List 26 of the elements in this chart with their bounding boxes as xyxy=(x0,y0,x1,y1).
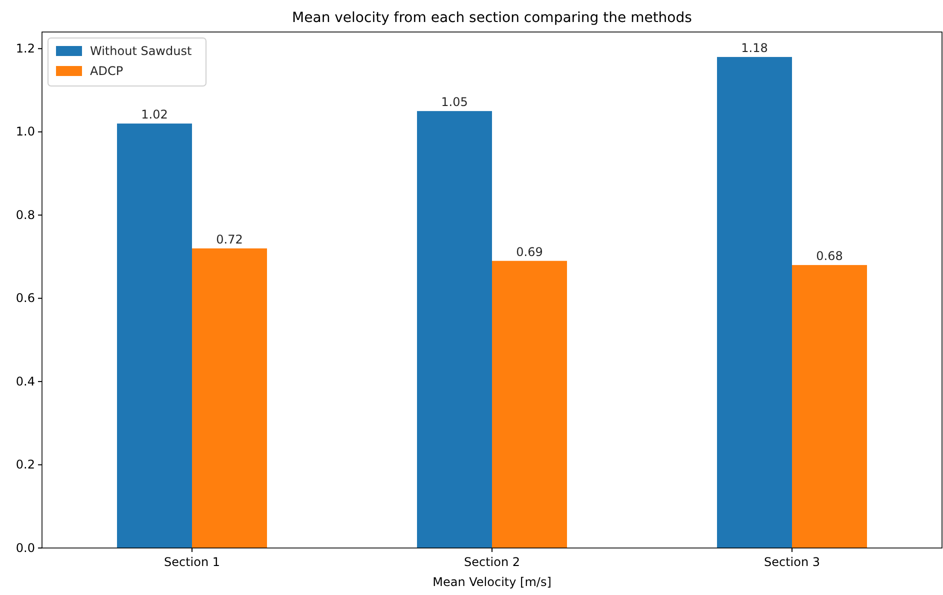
x-axis-title: Mean Velocity [m/s] xyxy=(432,575,552,589)
data-label: 0.69 xyxy=(516,244,543,259)
y-tick-label: 0.6 xyxy=(16,291,35,306)
data-label: 0.72 xyxy=(216,232,243,246)
data-label: 1.02 xyxy=(141,108,168,122)
bar xyxy=(117,124,192,548)
legend-label: ADCP xyxy=(90,64,124,78)
bar xyxy=(192,248,267,548)
x-tick-label: Section 3 xyxy=(764,555,820,569)
y-tick-label: 0.8 xyxy=(16,208,35,222)
bar xyxy=(492,260,567,548)
y-tick-label: 1.2 xyxy=(16,41,35,56)
data-label: 1.18 xyxy=(741,40,768,55)
chart-title: Mean velocity from each section comparing the methods xyxy=(292,10,692,26)
y-tick-label: 0.0 xyxy=(16,540,35,555)
bar xyxy=(792,265,867,548)
y-tick-label: 0.2 xyxy=(16,458,35,472)
data-label: 0.68 xyxy=(816,249,843,264)
y-tick-label: 1.0 xyxy=(16,124,35,139)
data-label: 1.05 xyxy=(441,95,468,110)
bar xyxy=(717,56,792,548)
x-tick-label: Section 1 xyxy=(164,555,220,569)
y-tick-label: 0.4 xyxy=(16,374,35,388)
legend-label: Without Sawdust xyxy=(90,44,192,58)
x-tick-label: Section 2 xyxy=(464,555,520,569)
bar xyxy=(417,111,492,548)
